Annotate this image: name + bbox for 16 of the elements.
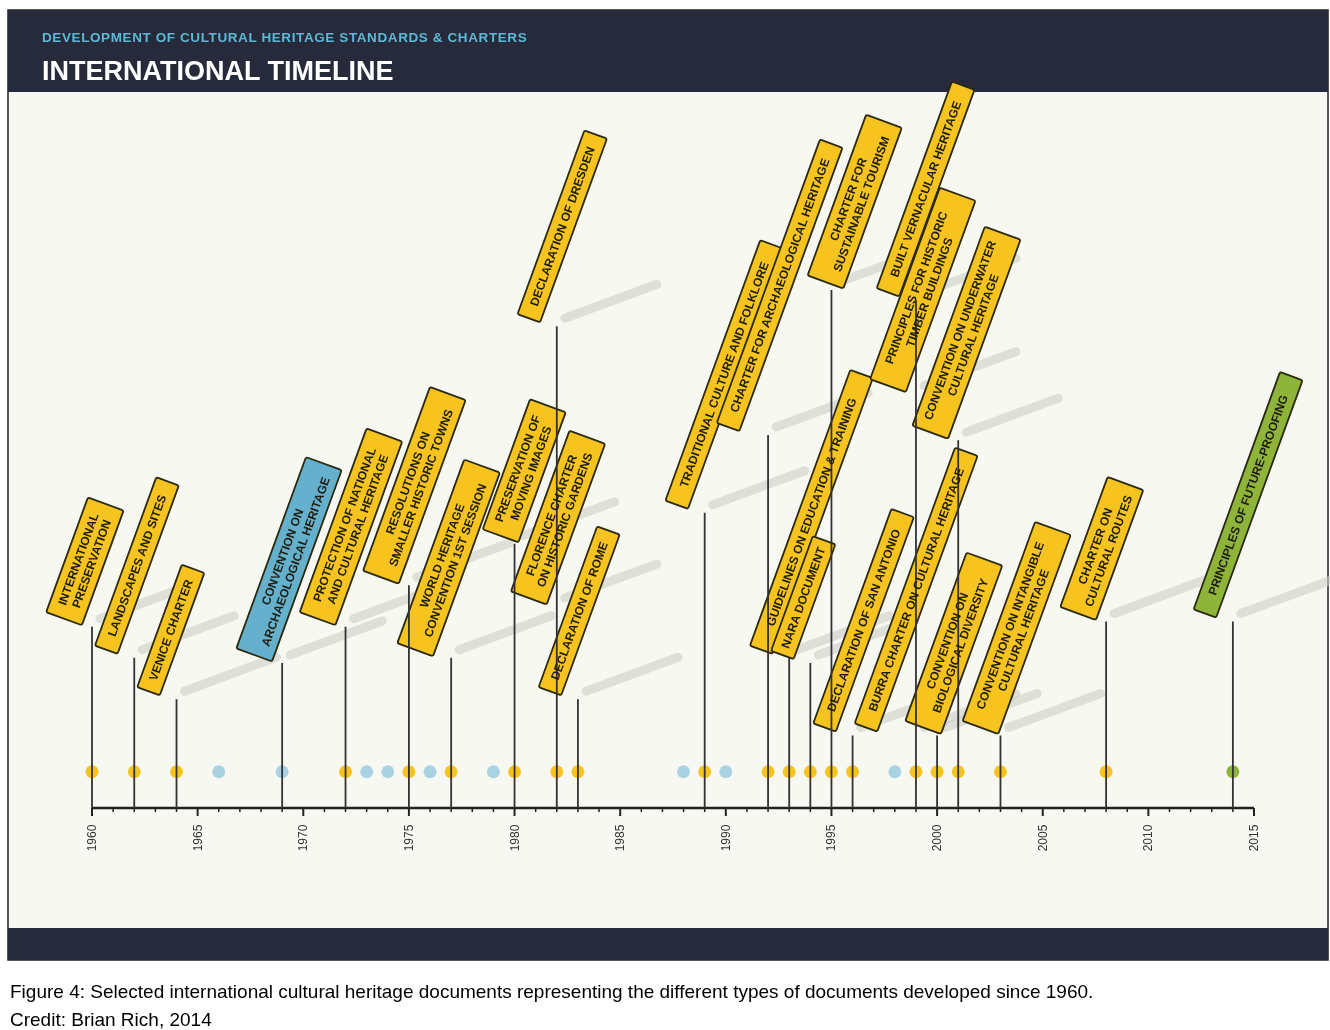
x-tick-label: 1975	[401, 824, 416, 852]
x-tick-label: 2005	[1035, 824, 1050, 852]
x-tick-label: 2000	[930, 824, 945, 852]
x-tick-label: 1985	[613, 824, 628, 852]
x-tick-label: 1965	[190, 824, 205, 852]
x-tick-label: 2015	[1247, 824, 1261, 852]
x-tick-label: 2010	[1141, 824, 1156, 852]
text: Credit: Brian Rich, 2014	[10, 1009, 213, 1030]
x-tick-label: 1990	[718, 824, 733, 852]
chart-title: INTERNATIONAL TIMELINE	[42, 56, 394, 86]
x-tick-label: 1970	[296, 824, 311, 852]
x-tick-label: 1995	[824, 824, 839, 852]
chart-subtitle: DEVELOPMENT OF CULTURAL HERITAGE STANDARDS & CHARTERS	[42, 30, 528, 45]
x-tick-label: 1980	[507, 824, 522, 852]
x-tick-label: 1960	[85, 824, 99, 852]
caption: Figure 4: Selected international cultural heritage documents representing the different types of documents developed since 1960.	[10, 981, 1094, 1002]
